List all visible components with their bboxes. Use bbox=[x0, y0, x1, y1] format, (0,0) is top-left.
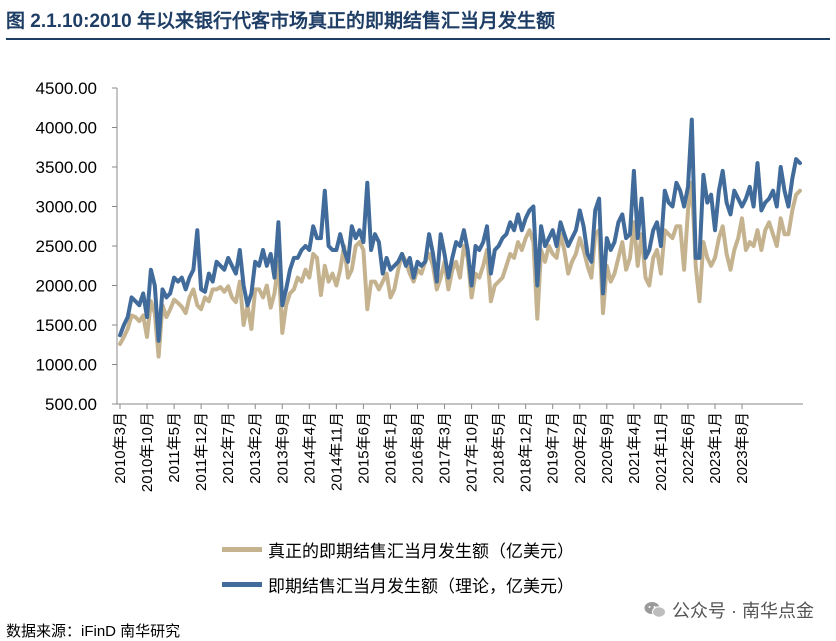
x-tick-label: 2012年7月 bbox=[220, 412, 237, 484]
series-line-theory bbox=[118, 117, 802, 343]
y-tick-label: 4000.00 bbox=[36, 119, 97, 138]
x-tick-label: 2010年10月 bbox=[139, 412, 156, 492]
x-tick-label: 2020年2月 bbox=[572, 412, 589, 484]
x-tick-label: 2021年11月 bbox=[653, 412, 670, 491]
y-tick-label: 3500.00 bbox=[36, 158, 97, 177]
figure-title: 图 2.1.10:2010 年以来银行代客市场真正的即期结售汇当月发生额 bbox=[6, 11, 555, 32]
legend-item-real: 真正的即期结售汇当月发生额（亿美元） bbox=[222, 537, 574, 562]
legend-label-real: 真正的即期结售汇当月发生额（亿美元） bbox=[268, 542, 574, 561]
x-tick-label: 2016年8月 bbox=[410, 412, 427, 484]
x-tick-label: 2015年6月 bbox=[355, 412, 372, 484]
x-tick-label: 2022年6月 bbox=[680, 412, 697, 484]
series-group bbox=[118, 117, 802, 359]
x-tick-label: 2011年12月 bbox=[193, 412, 210, 491]
x-tick-label: 2013年2月 bbox=[247, 412, 264, 484]
x-tick-label: 2014年4月 bbox=[301, 412, 318, 484]
x-axis: 2010年3月 2010年10月 2011年5月 2011年12月 2012年7月 201… bbox=[112, 403, 803, 492]
y-tick-label: 1000.00 bbox=[36, 356, 97, 375]
legend-item-theory: 即期结售汇当月发生额（理论，亿美元） bbox=[222, 572, 574, 597]
y-tick-label: 1500.00 bbox=[36, 316, 97, 335]
legend-swatch-real bbox=[222, 547, 262, 552]
legend-label-theory: 即期结售汇当月发生额（理论，亿美元） bbox=[268, 577, 574, 596]
x-tick-label: 2018年5月 bbox=[491, 412, 508, 484]
x-tick-label: 2011年5月 bbox=[166, 412, 183, 483]
y-tick-label: 2500.00 bbox=[36, 237, 97, 256]
y-tick-label: 2000.00 bbox=[36, 277, 97, 296]
x-tick-label: 2020年9月 bbox=[599, 412, 616, 484]
x-tick-label: 2017年10月 bbox=[464, 412, 481, 492]
source-note: 数据来源：iFinD 南华研究 bbox=[6, 623, 181, 640]
x-tick-label: 2023年8月 bbox=[734, 412, 751, 484]
wechat-icon bbox=[644, 602, 666, 618]
legend-swatch-theory bbox=[222, 582, 262, 587]
x-tick-label: 2019年7月 bbox=[545, 412, 562, 484]
x-tick-label: 2021年4月 bbox=[626, 412, 643, 484]
y-tick-label: 500.00 bbox=[45, 395, 97, 414]
y-tick-label: 3000.00 bbox=[36, 198, 97, 217]
x-tick-label: 2017年3月 bbox=[437, 412, 454, 484]
x-tick-label: 2013年9月 bbox=[274, 412, 291, 484]
title-rule bbox=[6, 38, 830, 40]
x-tick-label: 2014年11月 bbox=[328, 412, 345, 491]
watermark-text: 公众号 · 南华点金 bbox=[672, 601, 814, 621]
x-tick-label: 2023年1月 bbox=[707, 412, 724, 484]
x-tick-label: 2010年3月 bbox=[112, 412, 129, 484]
x-tick-label: 2016年1月 bbox=[382, 412, 399, 484]
x-tick-label: 2018年12月 bbox=[518, 412, 535, 492]
y-tick-label: 4500.00 bbox=[36, 79, 97, 98]
series-line-real bbox=[118, 180, 802, 359]
watermark: 公众号 · 南华点金 bbox=[644, 597, 814, 623]
y-axis: 500.00 1000.00 1500.00 2000.00 2500.00 3000.0… bbox=[36, 79, 118, 414]
